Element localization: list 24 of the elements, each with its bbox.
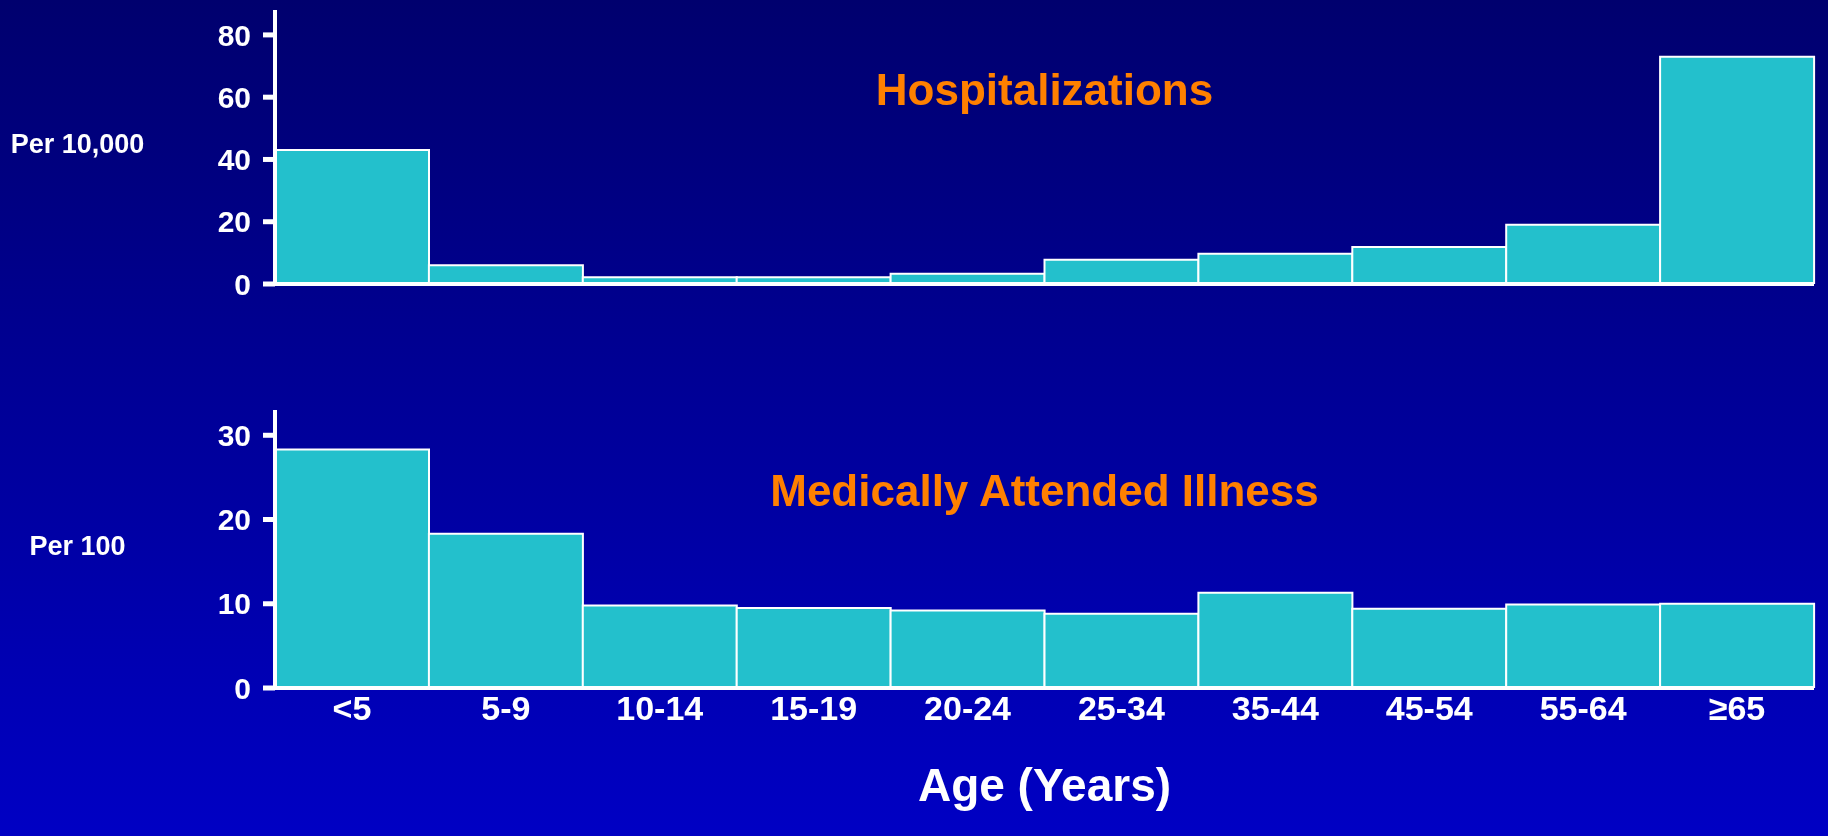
- y-tick-label: 0: [234, 671, 251, 705]
- x-tick-label: 20-24: [924, 689, 1012, 728]
- y-tick-label: 80: [217, 18, 251, 52]
- text: Medically Attended Illness: [769, 465, 1320, 516]
- y-tick-label: 60: [217, 80, 251, 114]
- x-tick-label: 35-44: [1231, 689, 1319, 728]
- x-tick-label: ≥65: [1708, 689, 1766, 728]
- x-tick-label: 15-19: [770, 689, 858, 728]
- x-tick-label: 5-9: [481, 689, 531, 728]
- x-tick-label: 10-14: [616, 689, 704, 728]
- y-tick-label: 10: [217, 587, 251, 621]
- x-tick-label: <5: [332, 689, 372, 728]
- y-axis-title: Per 100: [28, 529, 127, 563]
- y-tick-label: 40: [217, 143, 251, 177]
- y-tick-label: 30: [217, 418, 251, 452]
- text: Hospitalizations: [874, 64, 1215, 115]
- y-axis-title: Per 10,000: [10, 128, 145, 162]
- x-axis-title: Age (Years): [916, 758, 1173, 812]
- y-tick-label: 20: [217, 503, 251, 537]
- x-tick-label: 25-34: [1077, 689, 1166, 728]
- x-tick-label: 45-54: [1385, 689, 1473, 728]
- y-tick-label: 20: [217, 205, 251, 239]
- x-tick-label: 55-64: [1539, 689, 1627, 728]
- y-tick-label: 0: [234, 267, 251, 301]
